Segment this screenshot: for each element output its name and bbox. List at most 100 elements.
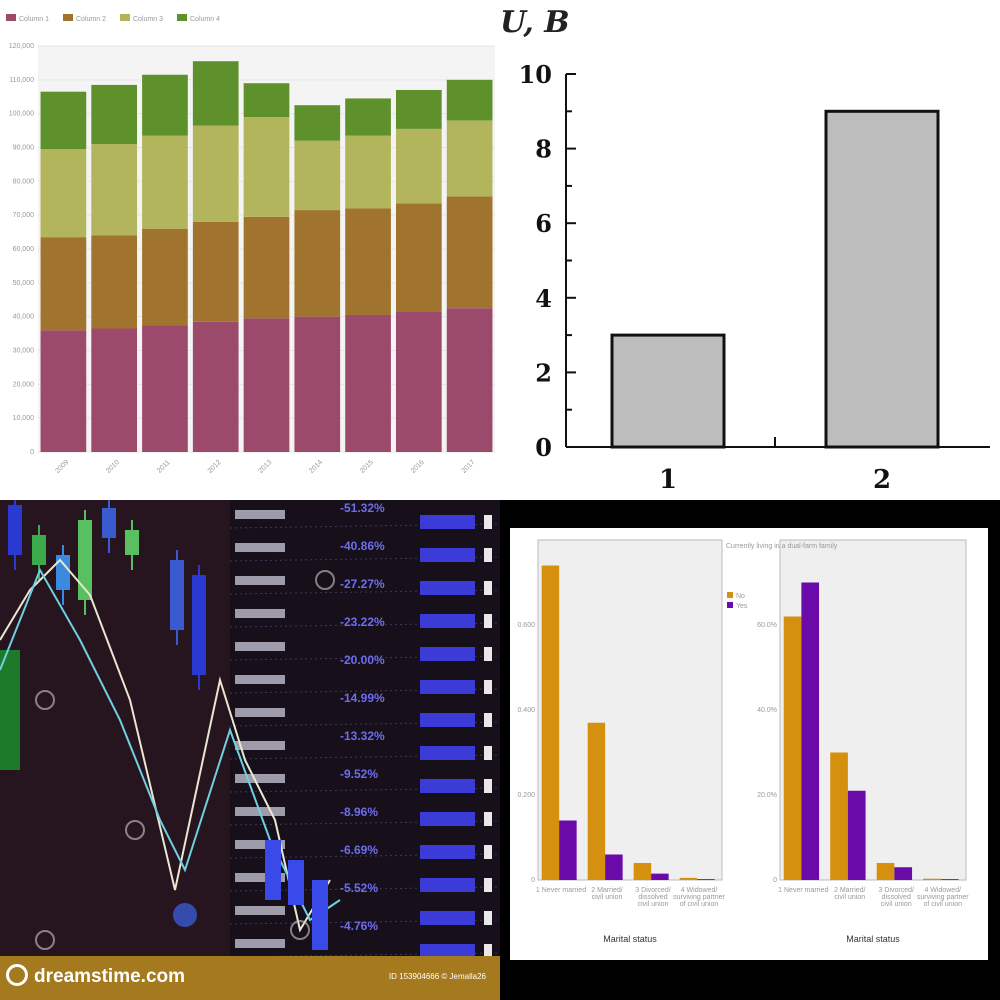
ticker-value-block (420, 944, 475, 956)
x-tick-label: 4 Widowed/ (681, 887, 718, 894)
bar-segment (142, 74, 188, 136)
bar (876, 863, 895, 880)
y-tick-label: 0 (773, 877, 777, 884)
ticker-name-block (235, 939, 285, 948)
watermark-id: ID 153904666 © Jemalla26 (388, 972, 486, 981)
blue-blur (173, 903, 197, 927)
y-tick-label: 110,000 (9, 77, 34, 84)
x-axis-label: Marital status (846, 934, 900, 944)
ticker-value-block (420, 878, 475, 892)
y-tick-label: 0 (531, 877, 535, 884)
y-tick-label: 40,000 (13, 314, 35, 321)
ticker-dot (484, 713, 492, 727)
bar (587, 722, 606, 880)
percent-label: -51.32% (340, 501, 385, 515)
y-tick-label: 8 (535, 135, 552, 164)
percent-label: -23.22% (340, 615, 385, 629)
bar-segment (192, 125, 239, 222)
marital-status-svg: 0 0.200 0.400 0.600 1 Never married 2 Married… (510, 528, 988, 960)
y-tick-label: 6 (535, 209, 552, 238)
bar-segment (40, 149, 87, 238)
bar (824, 109, 940, 449)
bar-segment (345, 98, 391, 136)
watermark-footer: dreamstime.com ID 153904666 © Jemalla26 (0, 956, 500, 1000)
ticker-dot (484, 779, 492, 793)
ticker-name-block (235, 609, 285, 618)
legend-label: Column 1 (19, 16, 49, 23)
legend-swatch (120, 14, 130, 21)
ticker-name-block (235, 675, 285, 684)
ticker-value-block (420, 779, 475, 793)
volume-bar (265, 840, 281, 900)
x-axis-label: Marital status (603, 934, 657, 944)
legend-swatch (727, 602, 733, 608)
ticker-dot (484, 812, 492, 826)
ticker-value-block (420, 845, 475, 859)
percent-label: -9.52% (340, 767, 378, 781)
ticker-value-block (420, 746, 475, 760)
x-tick-label: 2015 (359, 459, 375, 475)
bar (783, 616, 802, 880)
x-tick-label: civil union (592, 894, 623, 901)
ticker-name-block (235, 906, 285, 915)
ticker-dot (484, 614, 492, 628)
bar (830, 752, 848, 880)
bar (894, 867, 913, 880)
ticker-name-block (235, 642, 285, 651)
bar (923, 878, 941, 880)
bar-segment (294, 140, 341, 211)
bar-segment (192, 221, 239, 322)
stock-ticker-svg: -51.32% -40.86% -27.27% -23.22% -20.00% -14.9… (0, 500, 500, 956)
x-tick-label: 3 Divorced/ (635, 887, 670, 894)
bar-segment (345, 314, 391, 452)
y-tick-label: 30,000 (13, 348, 35, 355)
bar (697, 879, 715, 880)
y-tick-label: 20,000 (13, 381, 35, 388)
percent-label: -13.32% (340, 729, 385, 743)
legend-title: Currently living in a dual-farm family (726, 543, 838, 550)
photo-left-tint (0, 500, 230, 956)
bar-segment (192, 61, 239, 126)
bar (541, 565, 560, 880)
y-axis-label: U, B (500, 5, 570, 40)
y-tick-label: 10,000 (13, 415, 35, 422)
price-line (0, 558, 331, 933)
percent-label: -40.86% (340, 539, 385, 553)
y-tick-label: 90,000 (13, 145, 35, 152)
y-tick-label: 100,000 (9, 111, 34, 118)
bar-segment (395, 311, 442, 452)
y-tick-label: 70,000 (13, 212, 35, 219)
ticker-name-block (235, 510, 285, 519)
stock-market-photo: -51.32% -40.86% -27.27% -23.22% -20.00% -14.9… (0, 500, 500, 1000)
bar-segment (91, 235, 138, 329)
ticker-value-block (420, 680, 475, 694)
x-tick-label: civil union (834, 894, 865, 901)
bar-segment (91, 328, 138, 452)
bar-segment (395, 128, 442, 204)
bar (847, 790, 866, 880)
ticker-value-block (420, 647, 475, 661)
legend-label: Yes (736, 603, 748, 610)
y-tick-label: 50,000 (13, 280, 35, 287)
y-tick-label: 4 (535, 284, 552, 313)
bar-segment (294, 105, 341, 141)
bar-segment (243, 117, 290, 217)
ticker-value-block (420, 548, 475, 562)
bar (633, 863, 652, 880)
y-tick-label: 0 (535, 433, 552, 462)
x-tick-label: 2 Married/ (591, 887, 623, 894)
ticker-name-block (235, 576, 285, 585)
candle-body (8, 505, 22, 555)
legend-label: Column 3 (133, 16, 163, 23)
bar-segment (91, 84, 138, 145)
ticker-dot (484, 647, 492, 661)
x-tick-label: 2011 (156, 459, 172, 475)
y-tick-label: 60.0% (757, 622, 777, 629)
legend-label: Column 4 (190, 16, 220, 23)
bar-segment (142, 135, 188, 229)
ticker-value-block (420, 614, 475, 628)
stacked-bar-chart: 0 10,000 20,000 30,000 40,000 50,000 60,000 70,… (0, 0, 500, 500)
y-tick-label: 60,000 (13, 246, 35, 253)
x-tick-label: 1 Never married (536, 887, 586, 894)
x-tick-label: 2013 (257, 459, 273, 475)
